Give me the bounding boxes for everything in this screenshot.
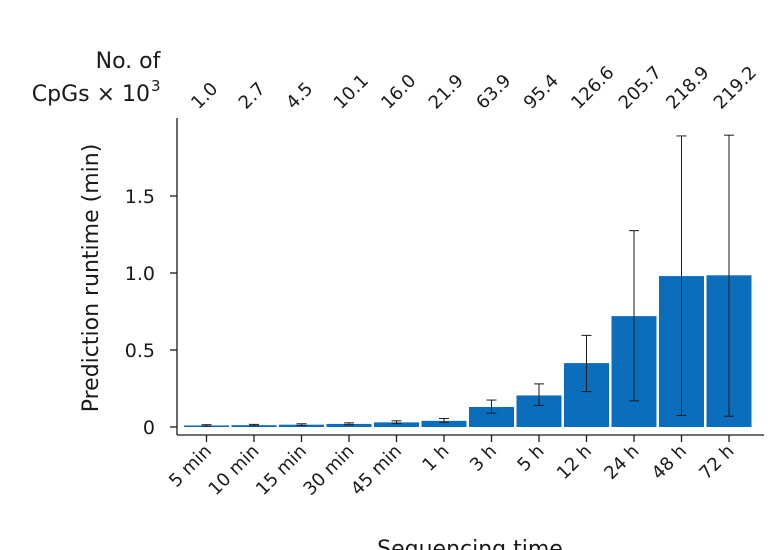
top-axis-value-7: 95.4 [520, 70, 563, 113]
top-axis-value-0: 1.0 [187, 78, 222, 113]
x-tick-label-1: 10 min [204, 441, 263, 500]
top-axis-value-4: 16.0 [377, 70, 420, 113]
top-axis-label-exponent: 3 [151, 77, 161, 95]
x-tick-label-11: 72 h [695, 441, 738, 484]
x-tick-label-3: 30 min [299, 441, 358, 500]
x-tick-label-9: 24 h [600, 441, 643, 484]
x-tick-label-10: 48 h [648, 441, 691, 484]
y-tick-label-2: 1.0 [125, 263, 155, 285]
top-axis-label-base: CpGs × 10 [32, 82, 150, 107]
bar-5 [421, 420, 467, 427]
x-tick-label-7: 5 h [513, 441, 548, 476]
bar-6 [469, 406, 514, 427]
top-axis-value-1: 2.7 [235, 78, 270, 113]
bar-3 [326, 423, 372, 427]
x-tick-label-2: 15 min [252, 441, 311, 500]
error-bars-group [201, 134, 734, 427]
y-ticks-group: 0 0.5 1.0 1.5 [125, 186, 177, 439]
x-tick-label-4: 45 min [347, 441, 406, 500]
top-axis-value-10: 218.9 [662, 62, 713, 113]
top-axis-value-3: 10.1 [330, 70, 373, 113]
top-axis-label-line2: CpGs × 10 [32, 82, 150, 107]
top-axis-value-8: 126.6 [567, 62, 618, 113]
top-axis-value-5: 21.9 [425, 70, 468, 113]
top-axis-value-2: 4.5 [282, 78, 317, 113]
top-axis-value-9: 205.7 [615, 62, 666, 113]
y-axis-title: Prediction runtime (min) [79, 144, 104, 413]
bars-group [184, 275, 752, 427]
x-tick-label-6: 3 h [466, 441, 501, 476]
x-tick-label-8: 12 h [553, 441, 596, 484]
y-tick-label-0: 0 [143, 417, 155, 439]
y-tick-label-3: 1.5 [125, 186, 155, 208]
y-tick-label-1: 0.5 [125, 340, 155, 362]
top-axis-label-line1: No. of [96, 49, 162, 74]
x-tick-label-5: 1 h [418, 441, 453, 476]
x-axis-title: Sequencing time [377, 537, 563, 550]
top-axis-value-11: 219.2 [710, 62, 761, 113]
top-axis-value-6: 63.9 [472, 70, 515, 113]
bar-4 [374, 422, 419, 427]
top-axis-values-group: 1.0 2.7 4.5 10.1 16.0 21.9 63.9 95.4 126.6205.72… [187, 62, 761, 113]
